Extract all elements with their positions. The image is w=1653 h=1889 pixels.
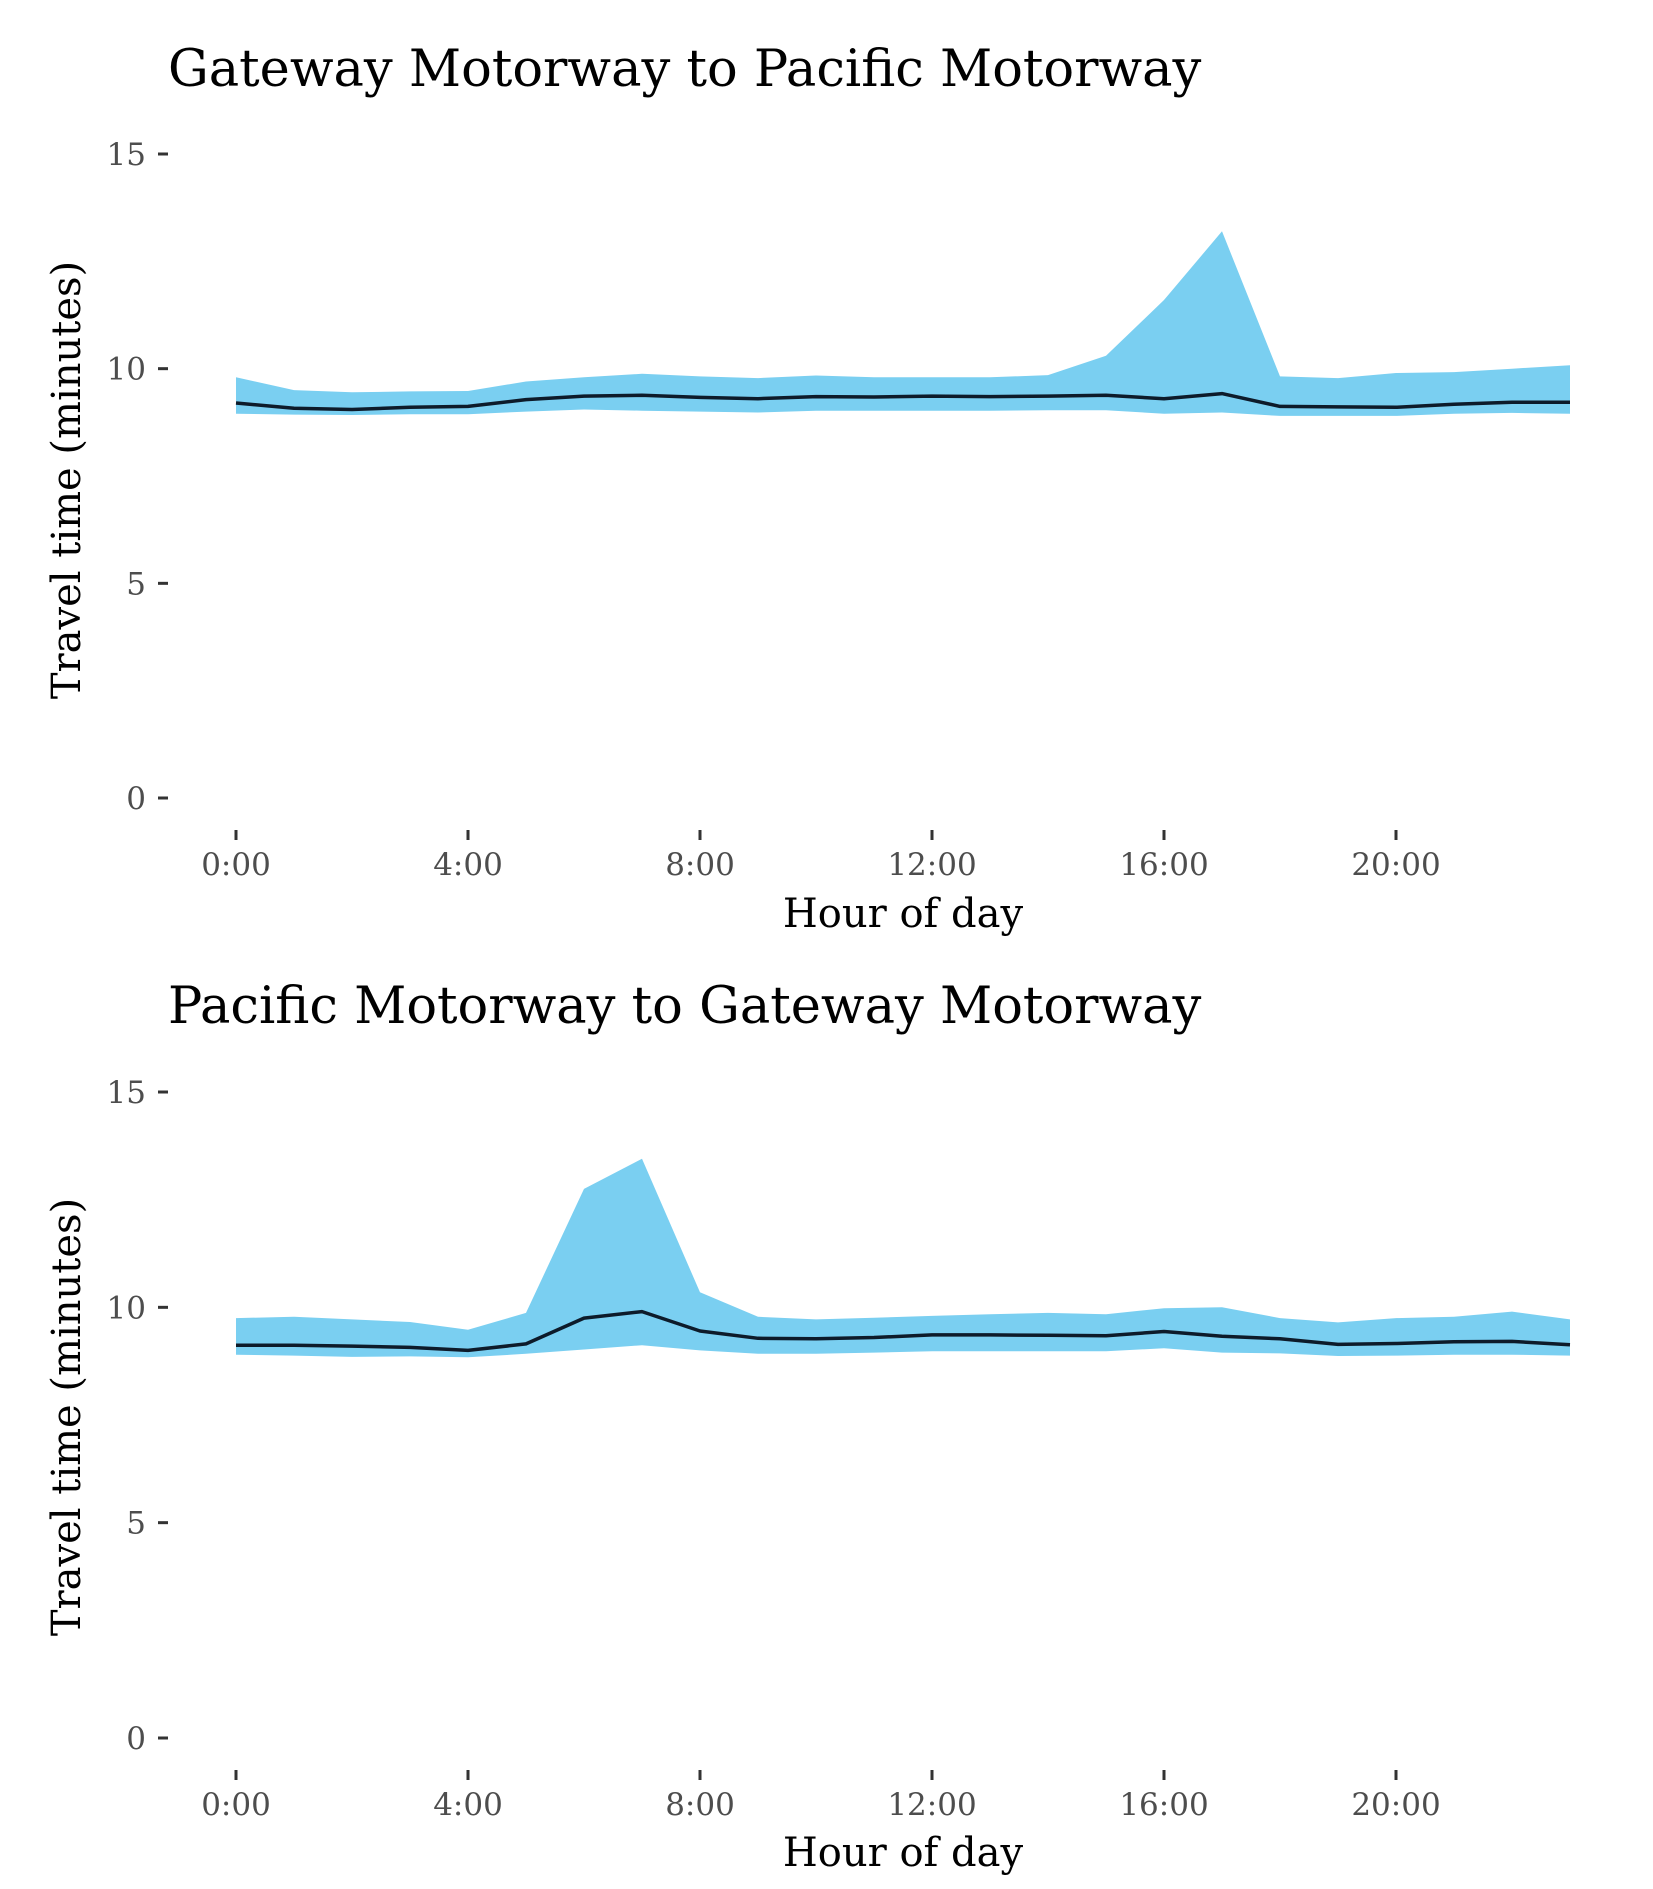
x-axis-label: Hour of day (783, 1830, 1024, 1876)
y-tick-label: 15 (107, 137, 146, 173)
x-tick-label: 12:00 (887, 1787, 976, 1823)
y-tick-label: 10 (107, 1290, 146, 1326)
x-tick-label: 20:00 (1351, 847, 1440, 883)
x-tick-label: 20:00 (1351, 1787, 1440, 1823)
y-tick-label: 5 (126, 1506, 146, 1542)
plot-area (235, 231, 1570, 416)
x-axis-label: Hour of day (783, 891, 1024, 937)
y-axis-label: Travel time (minutes) (44, 1198, 90, 1636)
x-tick-label: 16:00 (1119, 847, 1208, 883)
x-tick-label: 0:00 (201, 847, 271, 883)
y-axis: 0 5 10 15 (107, 1075, 168, 1757)
range-band (236, 231, 1570, 416)
median-line (235, 391, 1570, 412)
y-tick-label: 0 (126, 781, 146, 817)
y-tick-label: 0 (126, 1721, 146, 1757)
x-tick-label: 4:00 (433, 1787, 503, 1823)
chart-title: Pacific Motorway to Gateway Motorway (168, 977, 1202, 1036)
x-tick-label: 12:00 (887, 847, 976, 883)
y-tick-label: 5 (126, 566, 146, 602)
x-tick-label: 16:00 (1119, 1787, 1208, 1823)
x-axis: 0:00 4:00 8:00 12:00 16:00 20:00 (201, 1770, 1441, 1823)
y-axis: 0 5 10 15 (107, 137, 168, 817)
median-line (236, 1309, 1571, 1353)
chart-title: Gateway Motorway to Pacific Motorway (168, 40, 1202, 99)
y-tick-label: 10 (107, 352, 146, 388)
x-tick-label: 0:00 (201, 1787, 271, 1823)
x-tick-label: 8:00 (665, 847, 735, 883)
x-tick-label: 4:00 (433, 847, 503, 883)
x-axis: 0:00 4:00 8:00 12:00 16:00 20:00 (201, 830, 1441, 883)
plot-area (236, 1158, 1571, 1358)
chart-panel-gateway-to-pacific: Gateway Motorway to Pacific Motorway Tra… (44, 40, 1570, 937)
chart-panel-pacific-to-gateway: Pacific Motorway to Gateway Motorway Tra… (44, 977, 1571, 1876)
y-tick-label: 15 (107, 1075, 146, 1111)
x-tick-label: 8:00 (665, 1787, 735, 1823)
range-band (236, 1158, 1570, 1358)
y-axis-label: Travel time (minutes) (44, 261, 90, 699)
